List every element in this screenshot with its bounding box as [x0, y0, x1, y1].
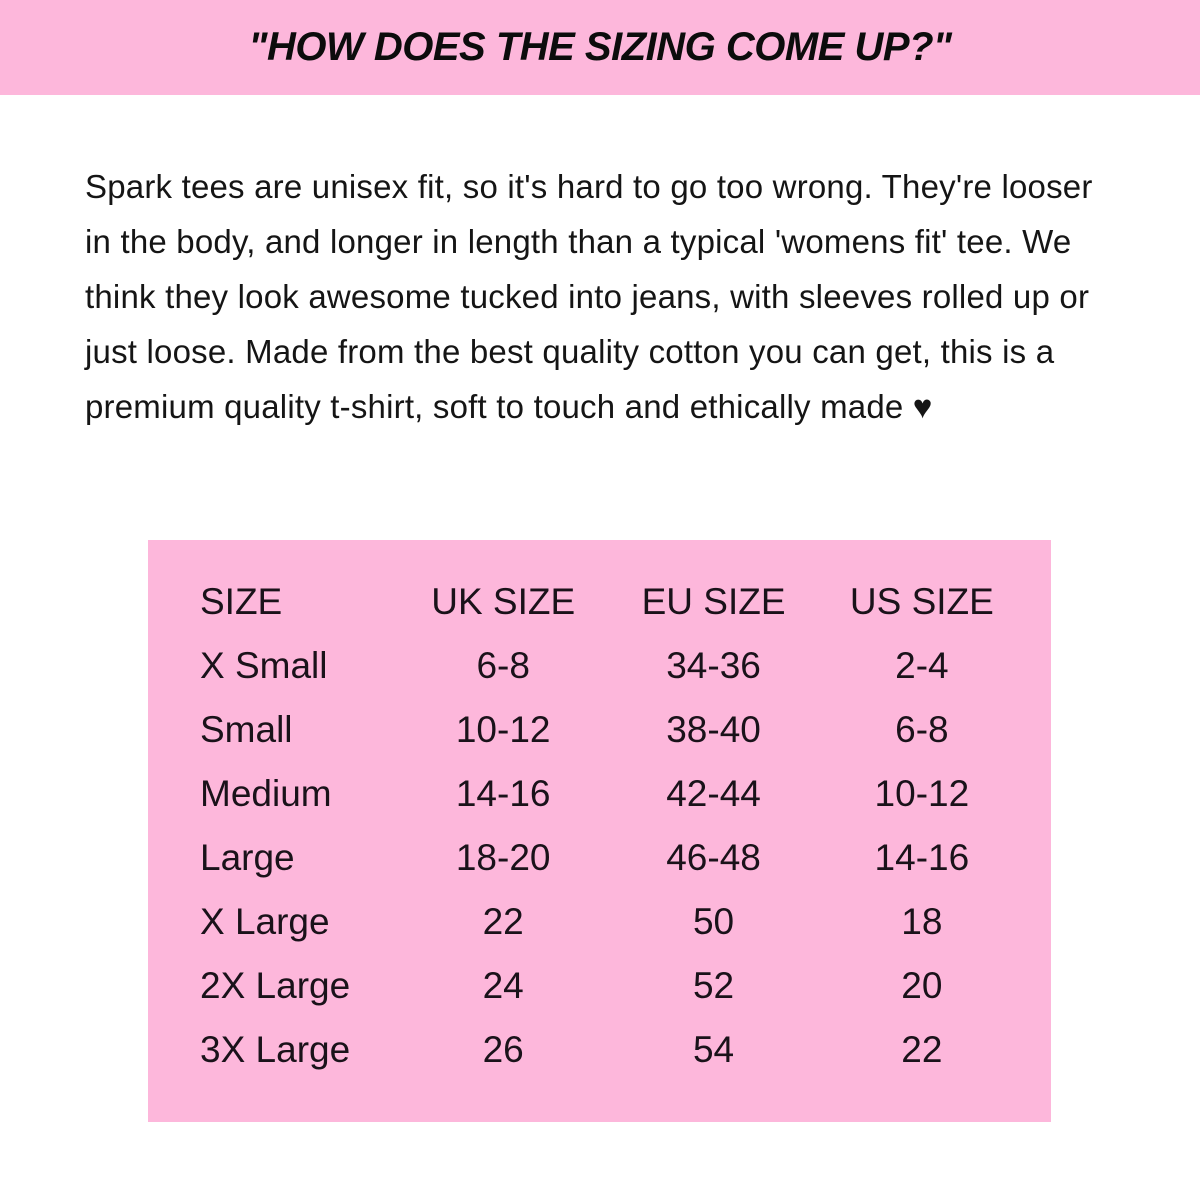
uk-size-value: 10-12	[455, 709, 551, 750]
table-row: X Large 22 50 18	[200, 890, 1025, 954]
uk-size-value: 26	[482, 1029, 524, 1070]
column-header-uk-size: UK SIZE	[431, 581, 576, 622]
header-banner: "HOW DOES THE SIZING COME UP?"	[0, 0, 1200, 95]
us-size-value: 14-16	[874, 837, 970, 878]
size-label: Small	[200, 709, 293, 750]
us-size-value: 6-8	[895, 709, 949, 750]
size-label: X Small	[200, 645, 328, 686]
table-header-row: SIZE UK SIZE EU SIZE US SIZE	[200, 570, 1025, 634]
size-label: X Large	[200, 901, 330, 942]
eu-size-value: 52	[692, 965, 735, 1006]
us-size-value: 22	[901, 1029, 943, 1070]
column-header-size: SIZE	[200, 581, 283, 622]
table-row: Medium 14-16 42-44 10-12	[200, 762, 1025, 826]
size-chart-panel: SIZE UK SIZE EU SIZE US SIZE X Small 6-8…	[148, 540, 1051, 1122]
us-size-value: 18	[901, 901, 943, 942]
us-size-value: 10-12	[874, 773, 970, 814]
eu-size-value: 42-44	[666, 773, 761, 814]
uk-size-value: 6-8	[476, 645, 530, 686]
uk-size-value: 18-20	[455, 837, 551, 878]
size-label: Large	[200, 837, 295, 878]
uk-size-value: 14-16	[455, 773, 551, 814]
table-row: X Small 6-8 34-36 2-4	[200, 634, 1025, 698]
us-size-value: 2-4	[895, 645, 949, 686]
eu-size-value: 50	[692, 901, 735, 942]
column-header-eu-size: EU SIZE	[641, 581, 786, 622]
eu-size-value: 38-40	[666, 709, 761, 750]
uk-size-value: 24	[482, 965, 524, 1006]
table-row: 3X Large 26 54 22	[200, 1018, 1025, 1082]
uk-size-value: 22	[482, 901, 524, 942]
size-label: Medium	[200, 773, 332, 814]
table-row: 2X Large 24 52 20	[200, 954, 1025, 1018]
column-header-us-size: US SIZE	[849, 581, 994, 622]
size-label: 3X Large	[200, 1029, 351, 1070]
page-title: "HOW DOES THE SIZING COME UP?"	[248, 25, 952, 69]
eu-size-value: 46-48	[666, 837, 761, 878]
us-size-value: 20	[901, 965, 943, 1006]
table-row: Small 10-12 38-40 6-8	[200, 698, 1025, 762]
size-label: 2X Large	[200, 965, 351, 1006]
table-row: Large 18-20 46-48 14-16	[200, 826, 1025, 890]
sizing-description-text: Spark tees are unisex fit, so it's hard …	[85, 168, 1093, 425]
size-chart-table: SIZE UK SIZE EU SIZE US SIZE X Small 6-8…	[200, 570, 1025, 1082]
eu-size-value: 54	[692, 1029, 735, 1070]
eu-size-value: 34-36	[666, 645, 761, 686]
